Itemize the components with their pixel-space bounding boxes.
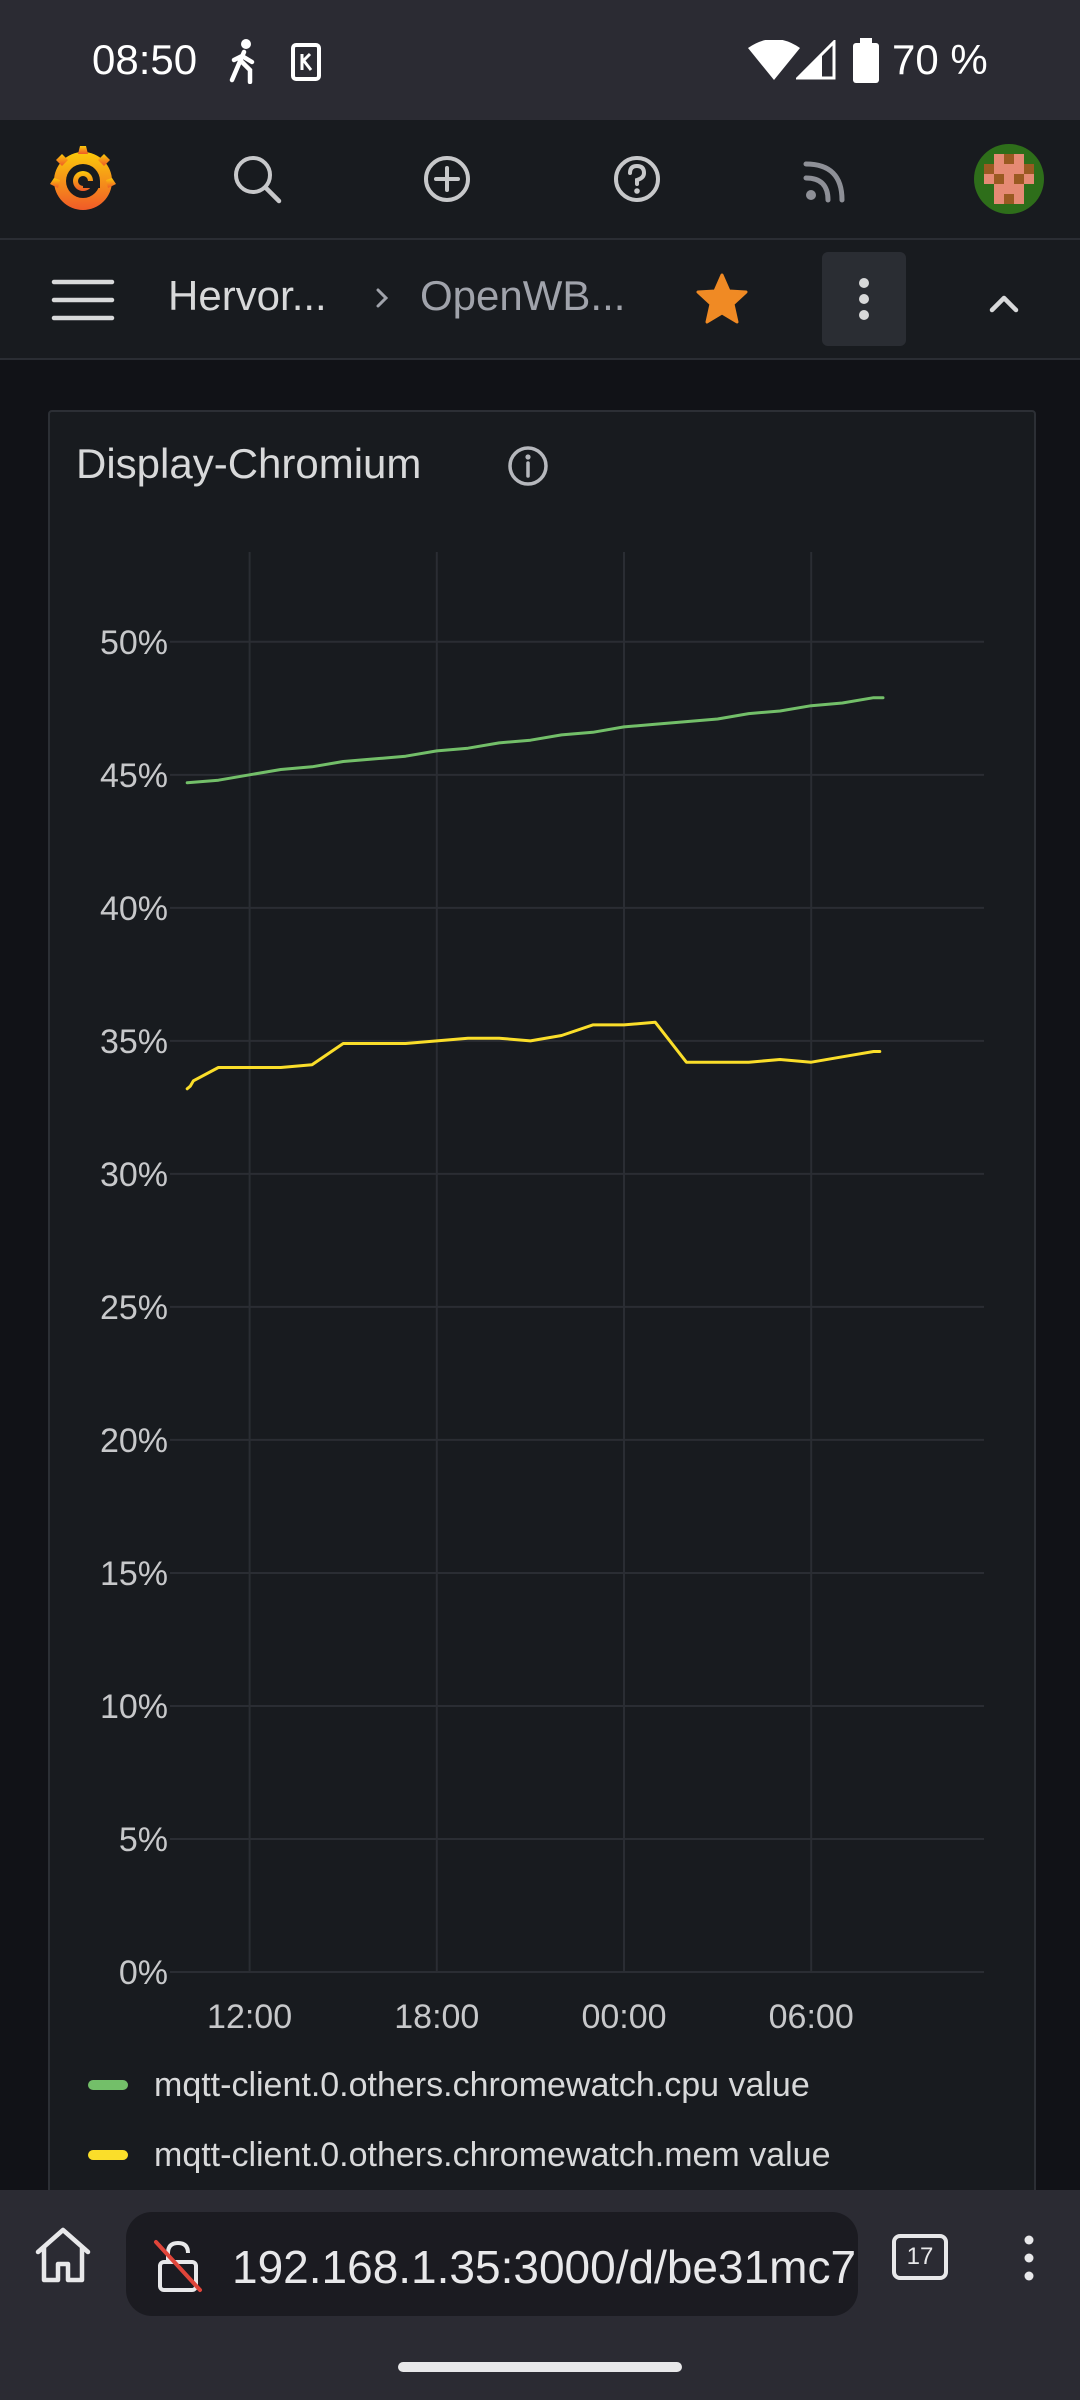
- chevron-up-icon[interactable]: [976, 276, 1032, 332]
- breadcrumb-item-folder[interactable]: Hervor...: [168, 272, 327, 319]
- rss-feed-icon[interactable]: [792, 144, 862, 214]
- y-tick-label: 40%: [100, 890, 168, 928]
- url-text[interactable]: 192.168.1.35:3000/d/be31mc7: [232, 2241, 857, 2293]
- status-time: 08:50: [92, 36, 198, 83]
- y-tick-label: 35%: [100, 1023, 168, 1061]
- search-icon[interactable]: [222, 144, 292, 214]
- y-tick-label: 50%: [100, 624, 168, 662]
- x-tick-label: 00:00: [581, 1998, 666, 2036]
- x-tick-label: 12:00: [207, 1998, 292, 2036]
- kebab-icon: [859, 278, 869, 320]
- battery-percent: 70 %: [892, 36, 988, 83]
- grafana-logo-icon[interactable]: [48, 144, 118, 214]
- signal-icon: [796, 40, 836, 80]
- battery-icon: [853, 38, 879, 83]
- legend-item-cpu[interactable]: mqtt-client.0.others.chromewatch.cpu val…: [88, 2060, 810, 2110]
- y-tick-label: 20%: [100, 1422, 168, 1460]
- legend-swatch-mem: [88, 2150, 128, 2160]
- star-icon[interactable]: [694, 272, 750, 326]
- panel-title: Display-Chromium: [76, 440, 422, 487]
- legend-label-cpu: mqtt-client.0.others.chromewatch.cpu val…: [154, 2065, 810, 2104]
- panel-display-chromium: Display-Chromium 0% 5% 10% 15% 20% 25% 30% 35% 4…: [48, 410, 1036, 2314]
- url-bar[interactable]: 192.168.1.35:3000/d/be31mc7: [126, 2212, 858, 2316]
- browser-menu-icon[interactable]: [1014, 2230, 1044, 2286]
- chevron-right-icon: [376, 288, 389, 308]
- legend-item-mem[interactable]: mqtt-client.0.others.chromewatch.mem val…: [88, 2130, 830, 2180]
- y-tick-label: 45%: [100, 757, 168, 795]
- y-tick-label: 10%: [100, 1688, 168, 1726]
- plus-circle-icon[interactable]: [412, 144, 482, 214]
- x-tick-label: 18:00: [394, 1998, 479, 2036]
- navigation-bar: [0, 2320, 1080, 2400]
- x-tick-label: 06:00: [769, 1998, 854, 2036]
- more-options-button[interactable]: [822, 252, 906, 346]
- info-icon[interactable]: [506, 444, 550, 488]
- breadcrumb-item-dashboard[interactable]: OpenWB...: [420, 272, 626, 319]
- menu-icon[interactable]: [50, 276, 116, 324]
- legend-swatch-cpu: [88, 2080, 128, 2090]
- user-avatar[interactable]: [974, 144, 1044, 214]
- browser-toolbar: 192.168.1.35:3000/d/be31mc7 17: [0, 2190, 1080, 2320]
- walking-icon: [229, 39, 255, 84]
- legend-label-mem: mqtt-client.0.others.chromewatch.mem val…: [154, 2135, 831, 2174]
- not-secure-lock-icon[interactable]: [152, 2238, 204, 2294]
- status-bar: 08:50 70 %: [0, 0, 1080, 120]
- time-series-chart: 0% 5% 10% 15% 20% 25% 30% 35% 40% 45% 50% 12:00 18:…: [100, 552, 984, 2036]
- home-icon[interactable]: [32, 2224, 94, 2286]
- y-tick-label: 15%: [100, 1555, 168, 1593]
- wifi-icon: [748, 40, 800, 80]
- help-icon[interactable]: [602, 144, 672, 214]
- tab-switcher-button[interactable]: 17: [892, 2234, 948, 2280]
- gesture-handle[interactable]: [398, 2362, 682, 2372]
- y-tick-label: 30%: [100, 1156, 168, 1194]
- y-tick-label: 25%: [100, 1289, 168, 1327]
- breadcrumb-bar: Hervor... OpenWB...: [0, 240, 1080, 360]
- y-tick-label: 5%: [119, 1821, 168, 1859]
- top-bar: [0, 120, 1080, 240]
- sim-card-icon: [291, 43, 321, 81]
- series-line-mem: [185, 1020, 882, 1091]
- y-tick-label: 0%: [119, 1954, 168, 1992]
- series-line-cpu: [185, 696, 885, 785]
- tab-count: 17: [906, 2243, 934, 2270]
